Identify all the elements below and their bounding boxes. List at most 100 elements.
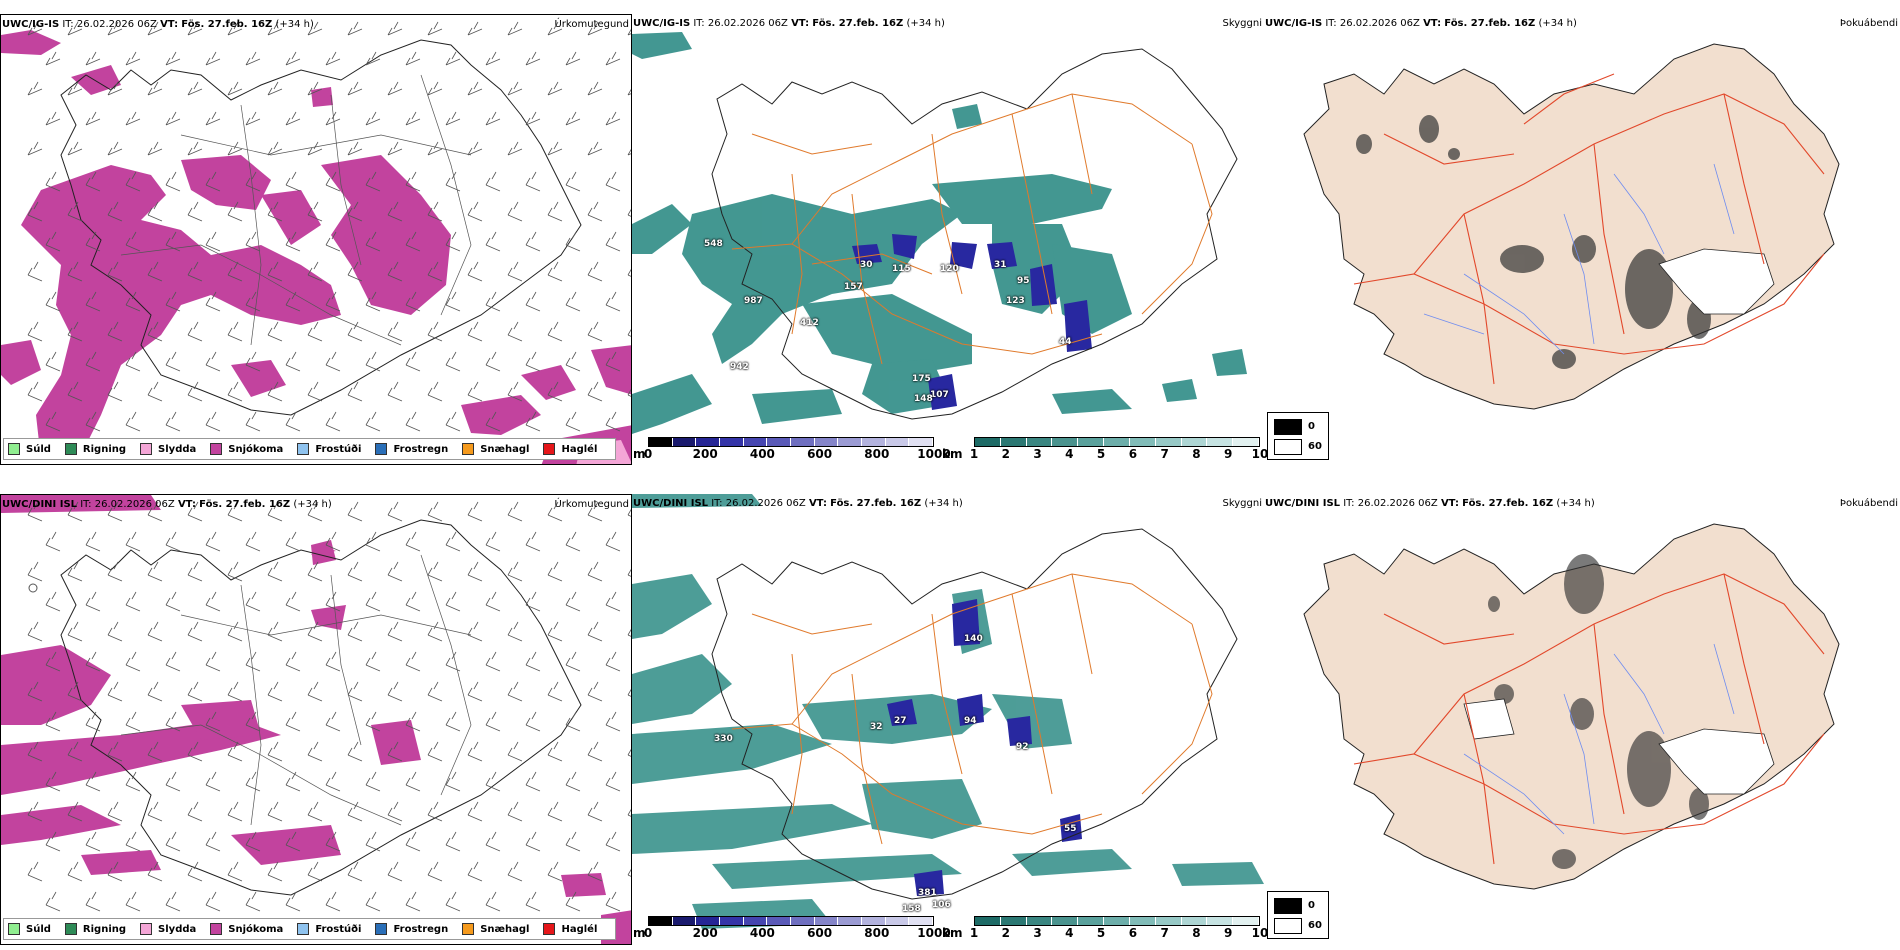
wind-barb xyxy=(147,261,163,282)
wind-barb xyxy=(547,381,563,402)
colorbar-segment xyxy=(885,438,910,446)
wind-barb xyxy=(587,201,603,222)
wind-barb xyxy=(245,351,261,372)
wind-barb xyxy=(67,261,83,282)
lead-time: (+34 h) xyxy=(1538,18,1577,29)
wind-barb xyxy=(285,771,301,792)
colorbar-tick: 10 xyxy=(1251,447,1269,461)
valid-time: Fös. 27.feb. 16Z xyxy=(812,18,904,29)
wind-barb xyxy=(467,21,483,36)
panel-label-precip: Úrkomutegund xyxy=(554,19,629,30)
wind-barb xyxy=(45,651,61,672)
ceiling-unit: m xyxy=(633,926,646,940)
wind-barb xyxy=(427,321,443,342)
wind-barb xyxy=(45,591,61,612)
wind-barb xyxy=(147,81,163,96)
wind-barb xyxy=(227,621,243,642)
fog-map-2 xyxy=(1303,523,1840,890)
wind-barb xyxy=(405,831,421,852)
fog-panel-1: Þokuábendi xyxy=(1264,14,1900,465)
wind-barb xyxy=(125,51,141,66)
road-network xyxy=(1353,73,1825,385)
wind-barb xyxy=(445,51,461,66)
wind-barb xyxy=(165,831,181,852)
wind-barb xyxy=(205,111,221,126)
wind-barb xyxy=(125,291,141,312)
wind-barb xyxy=(67,681,83,702)
wind-barb xyxy=(507,381,523,402)
colorbar-tick: 6 xyxy=(1128,447,1138,461)
wind-barb xyxy=(27,621,43,642)
colorbar-segment xyxy=(1052,917,1079,925)
low-ceiling-areas xyxy=(887,599,1082,896)
wind-barb xyxy=(107,621,123,642)
wind-barb xyxy=(187,261,203,282)
low-ceiling-areas xyxy=(852,234,1092,410)
wind-barb xyxy=(227,681,243,702)
wind-barb xyxy=(125,351,141,372)
wind-barb xyxy=(365,51,381,66)
wind-barb xyxy=(547,141,563,156)
wind-barb xyxy=(267,201,283,222)
wind-barb xyxy=(205,711,221,732)
wind-barb xyxy=(565,531,581,552)
model-name: UWC/DINI ISL xyxy=(2,499,78,510)
fog-key-dark: 0 xyxy=(1308,900,1315,911)
wind-barb xyxy=(187,741,203,762)
wind-barb xyxy=(427,501,443,522)
wind-barb xyxy=(627,208,631,217)
ceiling-value-label: 92 xyxy=(1016,742,1029,752)
ceiling-value-label: 548 xyxy=(704,239,723,249)
wind-barb xyxy=(467,81,483,96)
colorbar-segment xyxy=(862,438,886,446)
init-time: 26.02.2026 06Z xyxy=(707,18,788,29)
wind-barb xyxy=(165,651,181,672)
wind-barb xyxy=(147,21,163,36)
colorbar-segment xyxy=(838,438,863,446)
ceiling-value-label: 27 xyxy=(894,716,907,726)
wind-barb xyxy=(187,561,203,582)
wind-barb xyxy=(365,111,381,126)
wind-barb xyxy=(285,231,301,252)
wind-barb xyxy=(605,291,621,312)
wind-barb xyxy=(285,171,301,192)
wind-barb xyxy=(445,891,461,912)
wind-barb xyxy=(67,81,83,96)
ceiling-value-label: 412 xyxy=(800,318,819,328)
wind-barb xyxy=(45,531,61,552)
wind-barb xyxy=(205,831,221,852)
wind-barb xyxy=(445,111,461,126)
ceiling-value-label: 107 xyxy=(930,390,949,400)
wind-barb xyxy=(525,231,541,252)
wind-barb xyxy=(347,741,363,762)
wind-barb xyxy=(547,801,563,822)
legend-item: Frostúði xyxy=(297,443,361,455)
wind-barb xyxy=(205,651,221,672)
valid-time: Fös. 27.feb. 16Z xyxy=(181,19,273,30)
lead-time: (+34 h) xyxy=(924,498,963,509)
wind-barb xyxy=(325,291,341,312)
wind-barb xyxy=(507,321,523,342)
wind-barb xyxy=(325,111,341,126)
wind-barb xyxy=(467,201,483,222)
colorbar-tick: 200 xyxy=(692,926,718,940)
wind-barb xyxy=(445,771,461,792)
panel-title: UWC/DINI ISL IT: 26.02.2026 06Z VT: Fös.… xyxy=(2,499,332,510)
wind-barb xyxy=(387,561,403,582)
wind-barb xyxy=(347,801,363,822)
wind-barb xyxy=(307,501,323,522)
wind-barb xyxy=(485,171,501,192)
wind-barb xyxy=(405,651,421,672)
colorbar-tick: 5 xyxy=(1096,447,1106,461)
wind-barb xyxy=(525,351,541,372)
wind-barb xyxy=(267,81,283,96)
wind-barb xyxy=(627,88,631,96)
wind-barb xyxy=(467,861,483,882)
iceland-coastline xyxy=(60,39,582,416)
wind-barb xyxy=(27,321,43,342)
colorbar-tick: 1 xyxy=(969,447,979,461)
visibility-colorbar-1: 1 2 3 4 5 6 7 8 9 10 km xyxy=(942,437,1268,461)
ceiling-value-label: 44 xyxy=(1059,337,1072,347)
wind-barb xyxy=(405,411,421,432)
colorbar-tick: 2 xyxy=(1001,447,1010,461)
